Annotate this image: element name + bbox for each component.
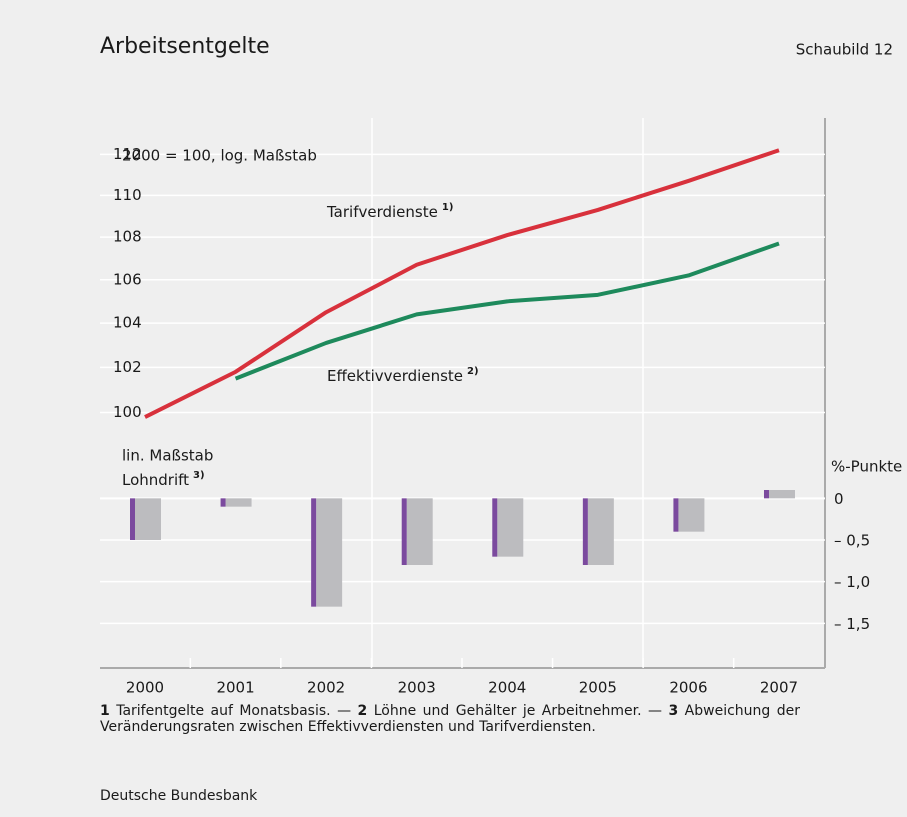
bar [678,498,705,532]
annotation: 2000 = 100, log. Maßstab [122,147,317,165]
bar-edge [492,498,498,557]
x-tick-label: 2005 [579,679,617,697]
note-text: Abweichung der Veränderungsraten zwische… [100,703,800,735]
note-text: Löhne und Gehälter je Arbeitnehmer. — [373,703,663,719]
bar [497,498,524,557]
y-tick-label: – 0,5 [834,532,870,550]
x-tick-label: 2003 [398,679,436,697]
series-label: Tarifverdienste 1) [326,202,453,221]
bar [135,498,161,540]
bar-edge [763,490,769,499]
bar-edge [582,498,588,565]
y-tick-label: 110 [113,186,142,204]
chart: Arbeitsentgelte Schaubild 12 100 102 104 10… [100,34,902,697]
line-series [234,241,780,381]
note-number: 1 [100,703,110,719]
note-text: Tarifentgelte auf Monatsbasis. — [116,703,352,719]
series-label: Lohndrift 3) [122,470,205,489]
source: Deutsche Bundesbank [100,788,258,804]
bar-edge [673,498,679,532]
bar [316,498,343,607]
bar [225,498,252,507]
bar-edge [401,498,407,565]
bar [768,490,795,499]
y-tick-label: 0 [834,490,844,508]
label-text: Tarifverdienste [326,203,438,221]
plot-area [100,118,825,668]
label-text: Effektivverdienste [327,367,463,385]
note-number: 2 [357,703,368,719]
scale-label: lin. Maßstab [122,447,213,465]
title: Arbeitsentgelte [100,34,270,59]
y-tick-label: – 1,0 [834,573,870,591]
label-note: 3) [193,470,205,481]
y-tick-label: 108 [113,228,142,246]
note-number: 3 [668,703,679,719]
x-tick-label: 2004 [488,679,526,697]
y-tick-label: 106 [113,270,142,288]
y-axis-label: %-Punkte [831,458,902,476]
label-note: 2) [467,366,479,377]
y-tick-label: – 1,5 [834,615,870,633]
x-tick-label: 2000 [126,679,164,697]
x-tick-label: 2007 [760,679,798,697]
x-tick-label: 2002 [307,679,345,697]
x-tick-label: 2006 [669,679,707,697]
label-text: Lohndrift [122,471,189,489]
label-note: 1) [442,202,454,213]
y-tick-label: 104 [113,314,142,332]
y-tick-label: 102 [113,358,142,376]
footnotes: 1 Tarifentgelte auf Monatsbasis. — 2 Löh… [100,703,800,735]
series-label: Effektivverdienste 2) [327,366,479,385]
bar-edge [311,498,317,607]
bar [587,498,614,565]
x-tick-label: 2001 [216,679,254,697]
bar-edge [220,498,226,507]
bar-edge [130,498,135,540]
bar [406,498,433,565]
y-tick-label: 100 [113,403,142,421]
y-tick-label: 112 [113,145,142,163]
figure-label: Schaubild 12 [796,41,893,59]
line-series [144,148,780,419]
